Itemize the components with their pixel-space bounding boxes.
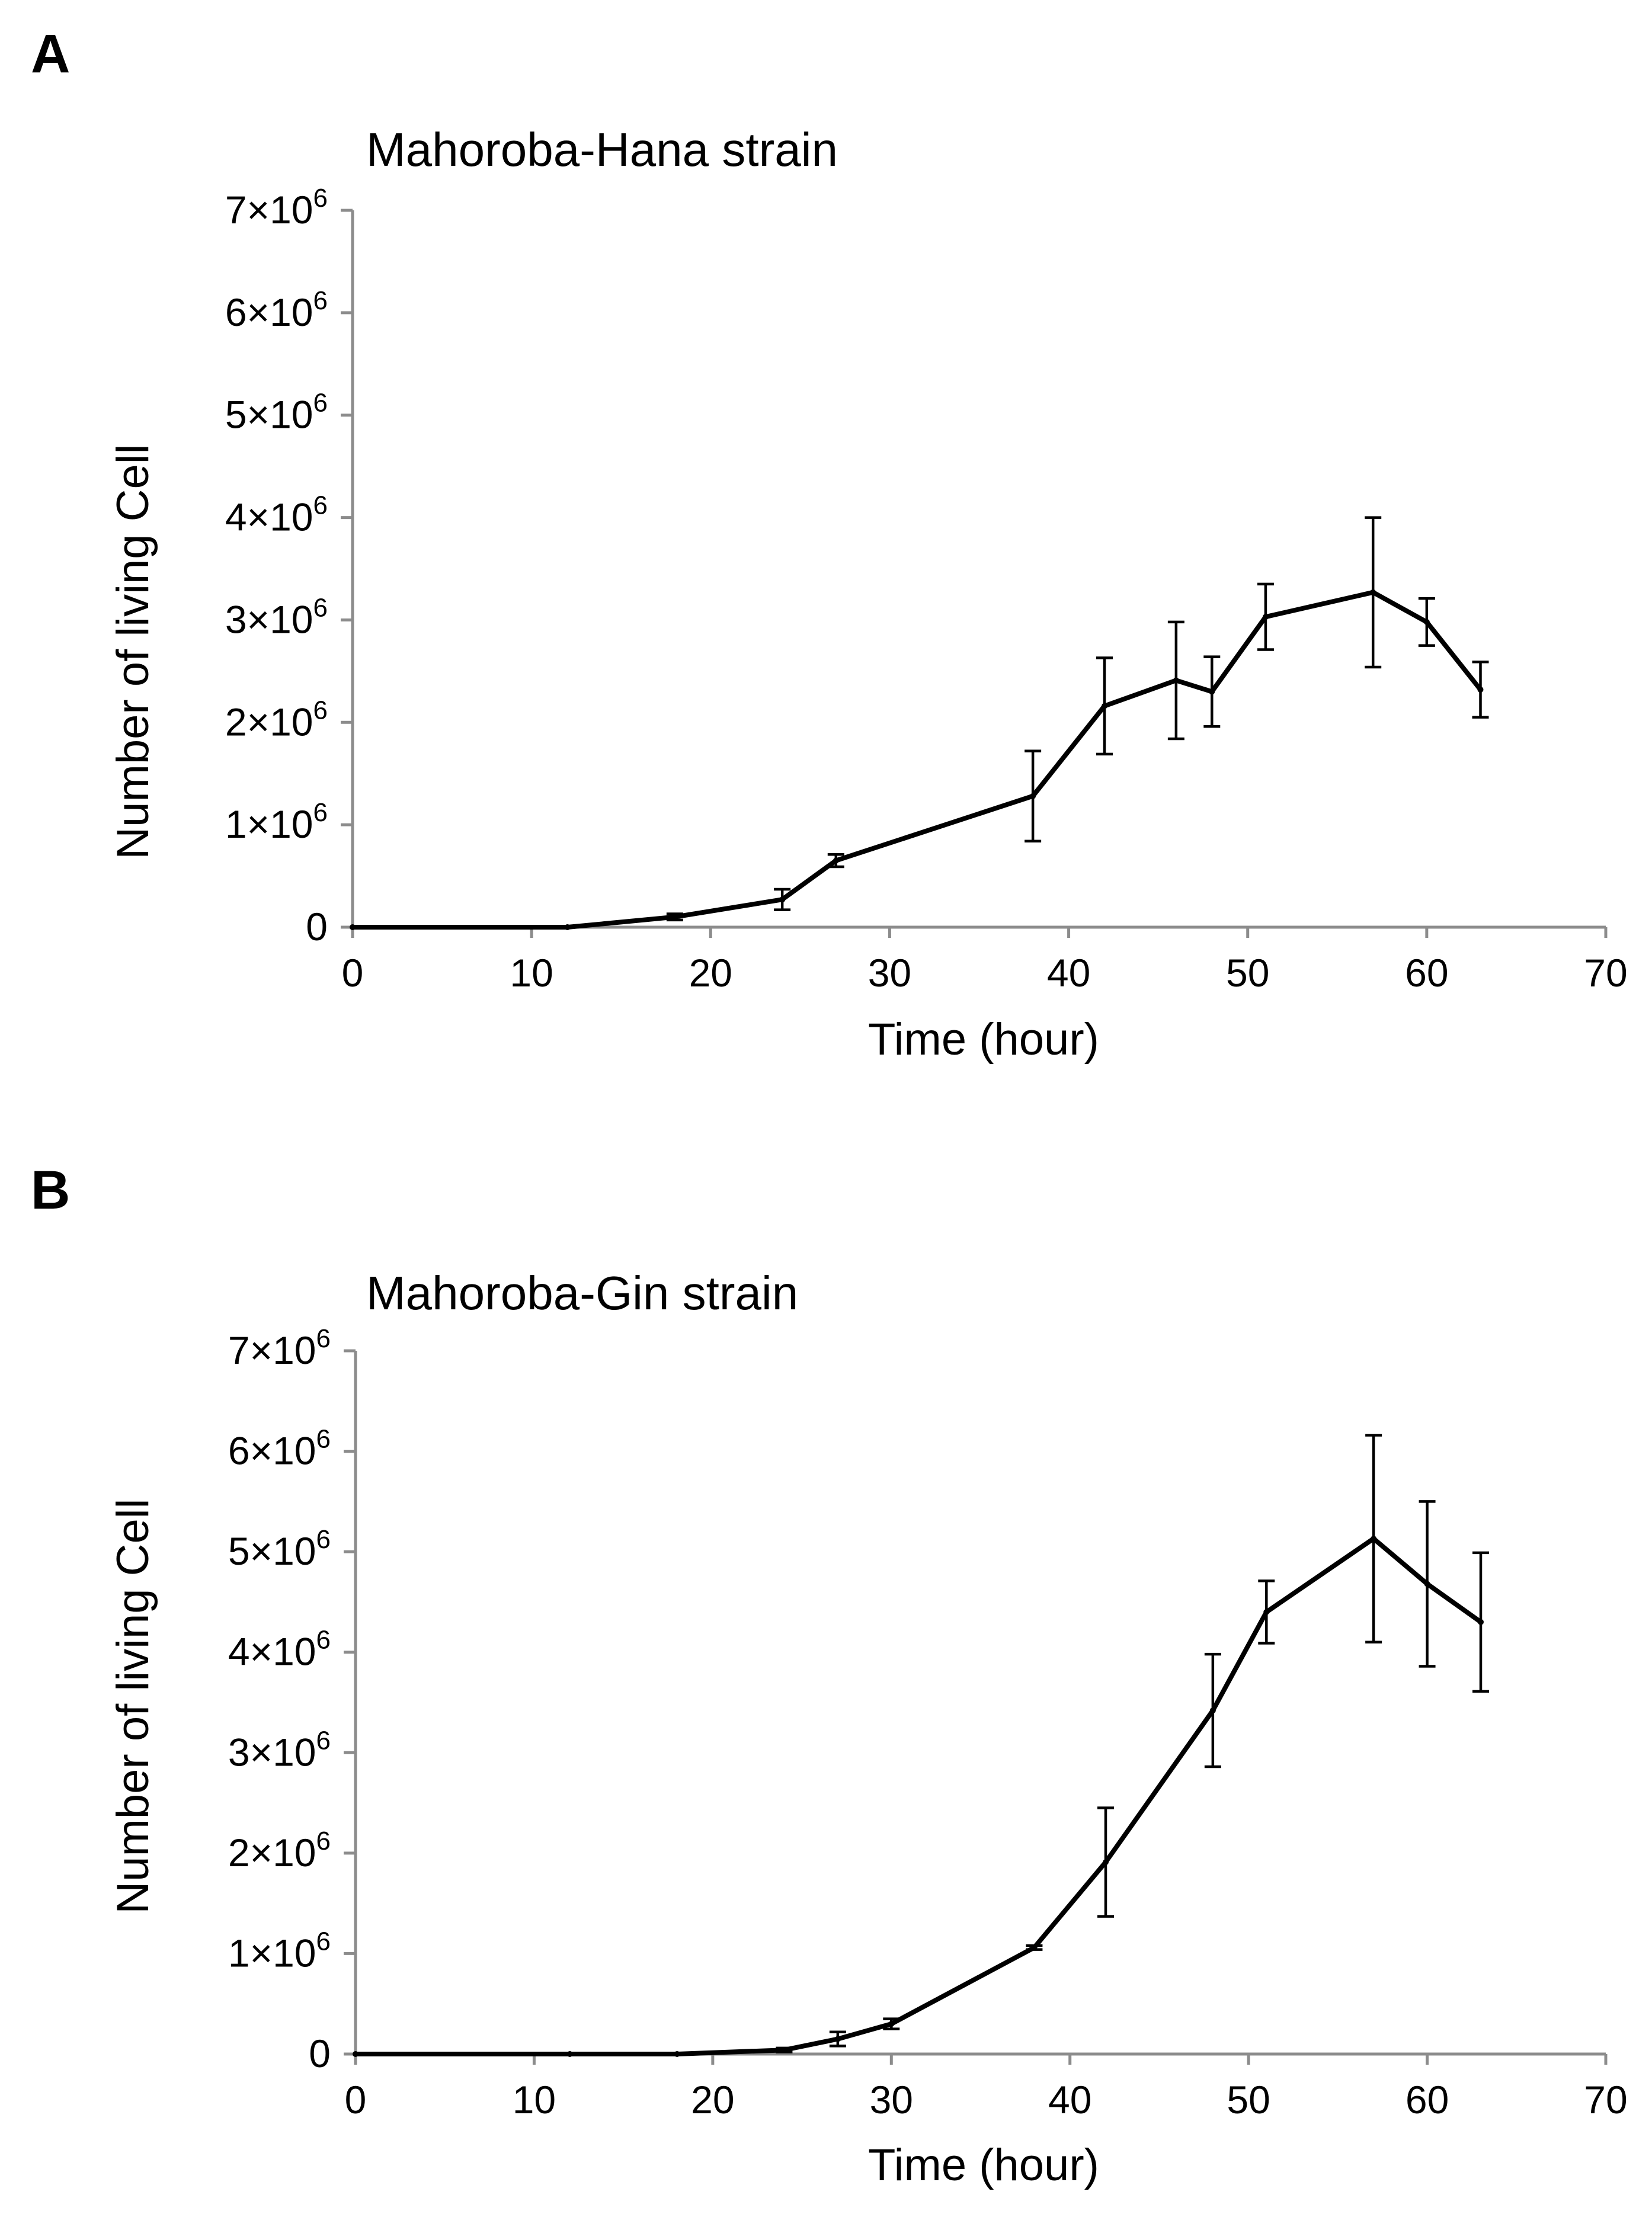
data-point-b	[1371, 1536, 1377, 1542]
x-axis-label-b: Time (hour)	[868, 2140, 1099, 2190]
data-point-b	[1478, 1619, 1484, 1625]
x-axis-label-a: Time (hour)	[868, 1014, 1099, 1065]
y-tick-label-b: 1×106	[228, 1927, 331, 1975]
x-tick-label-b: 50	[1227, 2078, 1270, 2122]
data-point-a	[1173, 677, 1179, 684]
y-tick-label-b: 6×106	[228, 1425, 331, 1473]
data-point-b	[781, 2047, 787, 2053]
data-point-a	[1477, 686, 1484, 693]
x-tick-label-a: 30	[868, 951, 911, 995]
data-point-b	[1103, 1859, 1109, 1866]
data-point-b	[353, 2051, 358, 2057]
y-tick-label-b: 5×106	[228, 1525, 331, 1573]
x-tick-label-a: 0	[342, 951, 364, 995]
data-point-a	[350, 924, 356, 930]
series-line-a	[353, 589, 1483, 930]
chart-title-b: Mahoroba-Gin strain	[366, 1267, 798, 1319]
y-tick-label-a: 4×106	[225, 491, 328, 539]
y-axis-label-b: Number of living Cell	[108, 1498, 158, 1914]
data-point-a	[1030, 793, 1036, 799]
x-tick-label-b: 60	[1406, 2078, 1449, 2122]
y-tick-label-b: 4×106	[228, 1626, 331, 1674]
data-point-b	[888, 2021, 895, 2027]
series-line-b	[356, 1536, 1483, 2056]
y-tick-label-a: 6×106	[225, 286, 328, 334]
y-axis-label-a: Number of living Cell	[108, 444, 158, 859]
x-tick-label-a: 20	[689, 951, 732, 995]
panel-b: B Mahoroba-Gin strain Number of living C…	[31, 1160, 1628, 2190]
y-tick-label-b: 0	[309, 2032, 331, 2075]
y-tick-label-a: 2×106	[225, 696, 328, 744]
data-point-a	[564, 924, 571, 930]
tick-group-a: 0 10 20 30 40 50 60 70 0 1×106 2×106 3×106 4×106 5×10…	[225, 184, 1628, 995]
data-point-a	[833, 857, 839, 864]
series-group-a	[350, 516, 1489, 930]
data-point-a	[671, 914, 678, 920]
x-tick-label-b: 70	[1584, 2078, 1627, 2122]
data-point-a	[1209, 688, 1215, 695]
x-tick-label-b: 30	[870, 2078, 913, 2122]
x-tick-label-b: 0	[345, 2078, 367, 2122]
x-tick-label-a: 10	[510, 951, 553, 995]
tick-group-b: 0 10 20 30 40 50 60 70 0 1×106 2×106 3×106 4×106 5×10…	[228, 1324, 1628, 2122]
data-point-b	[1263, 1609, 1270, 1615]
x-tick-label-a: 60	[1405, 951, 1448, 995]
data-point-b	[1031, 1944, 1038, 1951]
data-point-a	[1423, 619, 1430, 625]
panel-a: A Mahoroba-Hana strain Number of living …	[31, 24, 1628, 1065]
x-tick-label-b: 10	[513, 2078, 556, 2122]
y-tick-label-b: 7×106	[228, 1324, 331, 1372]
data-point-a	[1370, 589, 1376, 595]
data-point-b	[566, 2051, 573, 2057]
x-tick-label-b: 40	[1048, 2078, 1091, 2122]
data-point-b	[1209, 1707, 1216, 1714]
y-tick-label-a: 1×106	[225, 798, 328, 846]
x-tick-label-a: 40	[1047, 951, 1090, 995]
data-point-b	[834, 2036, 841, 2042]
y-tick-label-a: 0	[306, 905, 328, 949]
x-tick-label-a: 50	[1226, 951, 1269, 995]
data-point-a	[779, 896, 786, 903]
x-tick-label-a: 70	[1584, 951, 1627, 995]
y-tick-label-a: 7×106	[225, 184, 328, 232]
y-tick-label-a: 3×106	[225, 593, 328, 641]
data-point-b	[674, 2051, 680, 2057]
series-group-b	[353, 1434, 1489, 2057]
data-point-b	[1424, 1581, 1430, 1587]
y-tick-label-b: 2×106	[228, 1827, 331, 1875]
y-tick-label-a: 5×106	[225, 389, 328, 437]
panel-label-b: B	[31, 1160, 70, 1220]
x-tick-label-b: 20	[691, 2078, 734, 2122]
chart-title-a: Mahoroba-Hana strain	[366, 123, 838, 176]
y-tick-label-b: 3×106	[228, 1726, 331, 1774]
panel-label-a: A	[31, 24, 70, 84]
data-point-a	[1262, 614, 1269, 620]
data-point-a	[1102, 703, 1107, 709]
